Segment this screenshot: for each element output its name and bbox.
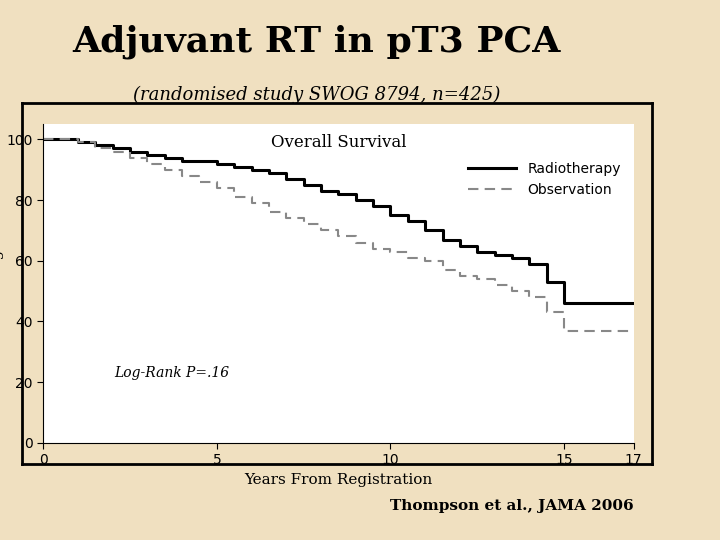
Radiotherapy <box>39 136 48 143</box>
Radiotherapy <box>386 203 395 210</box>
Observation <box>629 327 638 334</box>
Radiotherapy <box>91 139 99 146</box>
Legend: Radiotherapy, Observation: Radiotherapy, Observation <box>462 157 626 202</box>
Observation <box>386 245 395 252</box>
Radiotherapy <box>230 164 238 170</box>
Text: Log-Rank P=.16: Log-Rank P=.16 <box>114 366 229 380</box>
Radiotherapy <box>629 300 638 307</box>
Observation <box>230 194 238 200</box>
Observation <box>247 194 256 200</box>
Line: Radiotherapy: Radiotherapy <box>43 139 634 303</box>
Y-axis label: Percentage: Percentage <box>0 240 4 327</box>
Text: Thompson et al., JAMA 2006: Thompson et al., JAMA 2006 <box>390 499 634 513</box>
Line: Observation: Observation <box>43 139 634 330</box>
X-axis label: Years From Registration: Years From Registration <box>244 473 433 487</box>
Text: Adjuvant RT in pT3 PCA: Adjuvant RT in pT3 PCA <box>73 24 561 59</box>
Observation <box>161 160 169 167</box>
Observation <box>629 327 638 334</box>
Observation <box>91 139 99 146</box>
Text: Overall Survival: Overall Survival <box>271 134 406 151</box>
Radiotherapy <box>560 300 569 307</box>
Observation <box>39 136 48 143</box>
Radiotherapy <box>161 151 169 158</box>
Observation <box>560 327 569 334</box>
Radiotherapy <box>629 300 638 307</box>
Radiotherapy <box>247 164 256 170</box>
Text: (randomised study SWOG 8794, n=425): (randomised study SWOG 8794, n=425) <box>133 86 500 104</box>
